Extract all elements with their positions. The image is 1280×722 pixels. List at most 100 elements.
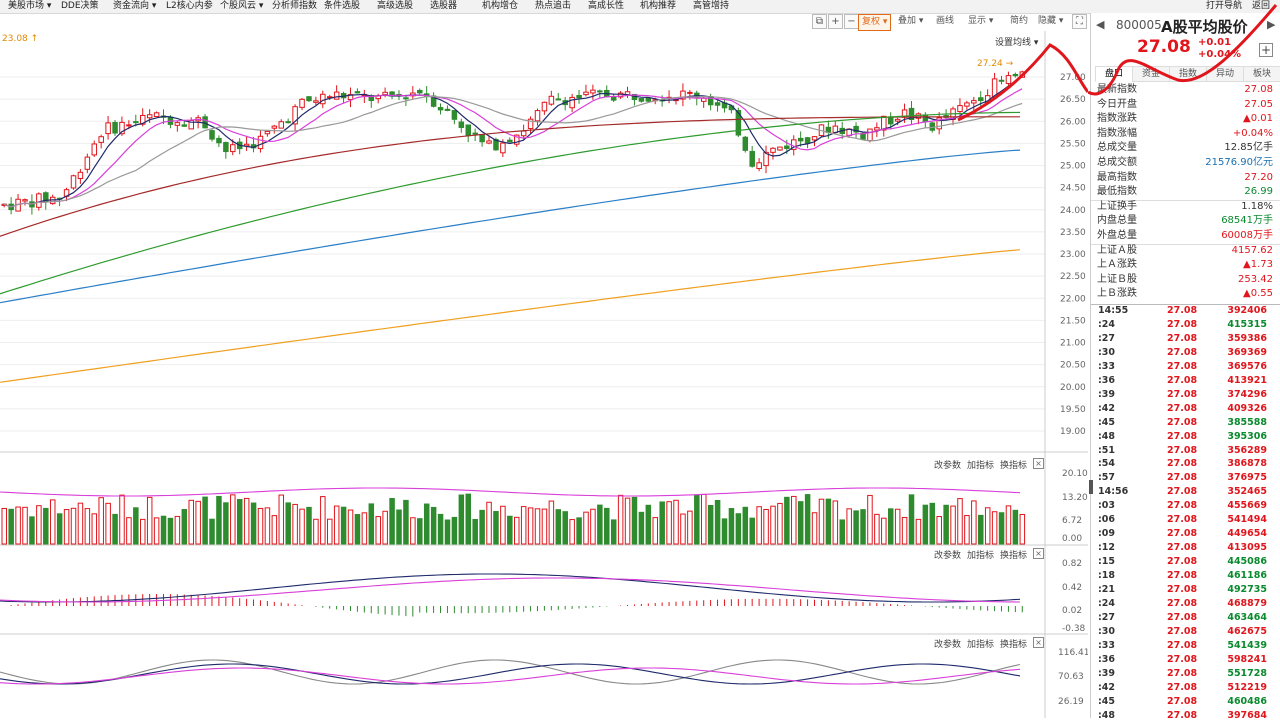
price-tick-label: 20.00 (1060, 383, 1086, 393)
kdj-params-button[interactable]: 改参数 (934, 640, 962, 650)
prev-stock-icon[interactable]: ◀ (1096, 18, 1105, 31)
candle-body (112, 122, 118, 134)
stat-label: 最低指数 (1097, 186, 1137, 198)
kline-chart[interactable]: 27.00 26.50 26.00 25.50 25.00 24.50 24.00 23.50… (0, 31, 1088, 718)
fullscreen-icon[interactable]: ⛶ (1072, 14, 1087, 29)
stat-row: 内盘总量 68541万手 (1091, 214, 1277, 229)
kdj-add-indicator-button[interactable]: 加指标 (967, 640, 995, 650)
splitter-handle[interactable] (1089, 480, 1093, 494)
overlay-button[interactable]: 叠加 ▾ (898, 16, 924, 26)
zoom-out-icon[interactable]: − (844, 14, 859, 29)
menu-analyst-index[interactable]: 分析师指数 (272, 1, 318, 11)
menu-fund-flow[interactable]: 资金流向 ▾ (113, 1, 157, 11)
candle-body (465, 124, 472, 136)
stat-label: 指数涨跌 (1097, 113, 1137, 125)
candle-body (354, 91, 361, 94)
high-marker-label: 27.24 → (977, 59, 1014, 69)
candle-body (687, 91, 693, 94)
tick-time: :24 (1098, 318, 1116, 330)
vol-ma-line (0, 487, 1021, 497)
menu-exec-increase[interactable]: 高管增持 (693, 1, 730, 11)
ma-setting-button[interactable]: 设置均线 ▾ (995, 38, 1039, 48)
menu-high-growth[interactable]: 高成长性 (588, 1, 625, 11)
candle-body (91, 143, 98, 156)
stat-value: +0.04% (1232, 127, 1273, 139)
volume-bar (70, 507, 77, 545)
menu-us-market[interactable]: 美股市场 ▾ (8, 1, 52, 11)
simple-button[interactable]: 简约 (1010, 16, 1029, 26)
tick-price: 27.08 (1167, 500, 1198, 512)
candle-body (403, 97, 409, 100)
volume-bar (624, 497, 631, 545)
ma20-line (3, 95, 1023, 208)
tick-row: :39 27.08 374296 (1091, 388, 1277, 402)
menu-inst-increase[interactable]: 机构增仓 (482, 1, 519, 11)
menu-condition-select[interactable]: 条件选股 (324, 1, 361, 11)
next-stock-icon[interactable]: ▶ (1267, 18, 1276, 31)
volume-bar (998, 512, 1005, 545)
tick-row: :36 27.08 413921 (1091, 374, 1277, 388)
volume-bar (285, 502, 291, 545)
tick-volume: 492735 (1227, 584, 1267, 595)
tick-row: :42 27.08 512219 (1091, 681, 1277, 695)
tick-time: 14:56 (1098, 486, 1129, 498)
macd-swap-indicator-button[interactable]: 换指标 (1000, 551, 1028, 561)
volume-bar (299, 508, 305, 545)
volume-bar (818, 498, 825, 545)
tick-time: 14:55 (1098, 305, 1129, 316)
hide-button[interactable]: 隐藏 ▾ (1038, 16, 1064, 26)
candle-body (333, 91, 340, 100)
macd-params-button[interactable]: 改参数 (934, 551, 962, 561)
vol-params-button[interactable]: 改参数 (934, 461, 962, 471)
candle-body (971, 100, 977, 104)
volume-bar (687, 510, 693, 545)
vol-swap-indicator-button[interactable]: 换指标 (1000, 461, 1028, 471)
tick-price: 27.08 (1167, 528, 1198, 540)
tick-time: :42 (1098, 681, 1116, 693)
candle-body (998, 79, 1005, 82)
menu-inst-recommend[interactable]: 机构推荐 (640, 1, 677, 11)
tab-sector[interactable]: 板块 (1243, 66, 1280, 82)
tick-volume: 541439 (1227, 639, 1267, 651)
macd-add-indicator-button[interactable]: 加指标 (967, 551, 995, 561)
volume-bar (749, 517, 755, 545)
volume-bar (146, 496, 153, 545)
candle-body (146, 114, 153, 119)
stat-row: 总成交量 12.85亿手 (1091, 141, 1277, 156)
candle-body (306, 96, 312, 102)
ma10-line (3, 88, 1023, 208)
candle-body (153, 112, 160, 118)
volume-bar (555, 509, 562, 545)
menu-hot-chase[interactable]: 热点追击 (535, 1, 572, 11)
menu-dde[interactable]: DDE决策 (61, 1, 99, 11)
zoom-in-icon[interactable]: + (828, 14, 843, 29)
menu-advanced-select[interactable]: 高级选股 (377, 1, 414, 11)
vol-add-indicator-button[interactable]: 加指标 (967, 461, 995, 471)
tick-row: :12 27.08 413095 (1091, 541, 1277, 555)
volume-bar (576, 517, 582, 545)
display-button[interactable]: 显示 ▾ (968, 16, 994, 26)
menu-stock-news[interactable]: 个股风云 ▾ (220, 1, 264, 11)
volume-bar (181, 509, 188, 545)
add-watchlist-icon[interactable]: + (1259, 43, 1273, 57)
open-nav-link[interactable]: 打开导航 (1206, 1, 1243, 11)
vol-close-icon[interactable]: × (1033, 458, 1044, 469)
draw-line-button[interactable]: 画线 (936, 16, 955, 26)
macd-close-icon[interactable]: × (1033, 548, 1044, 559)
menu-l2-core[interactable]: L2核心内参 (166, 1, 213, 11)
menu-stock-picker[interactable]: 选股器 (430, 1, 458, 11)
kdj-close-icon[interactable]: × (1033, 637, 1044, 648)
tick-time: :18 (1098, 570, 1116, 582)
candle-body (36, 193, 42, 208)
tab-pankou[interactable]: 盘口 (1095, 66, 1133, 82)
kdj-tick-label: 116.41 (1058, 648, 1088, 658)
kdj-swap-indicator-button[interactable]: 换指标 (1000, 640, 1028, 650)
fuquan-button[interactable]: 复权 ▾ (858, 14, 892, 31)
back-link[interactable]: 返回 (1252, 1, 1271, 11)
quote-header: ◀ 800005 A股平均股价 ▶ 27.08 +0.01 +0.04% + (1091, 13, 1280, 65)
stat-label: 外盘总量 (1097, 230, 1137, 241)
tick-volume: 392406 (1227, 305, 1267, 316)
stat-value: 12.85亿手 (1224, 142, 1273, 154)
volume-bar (645, 504, 652, 545)
copy-icon[interactable]: ⧉ (812, 14, 827, 29)
